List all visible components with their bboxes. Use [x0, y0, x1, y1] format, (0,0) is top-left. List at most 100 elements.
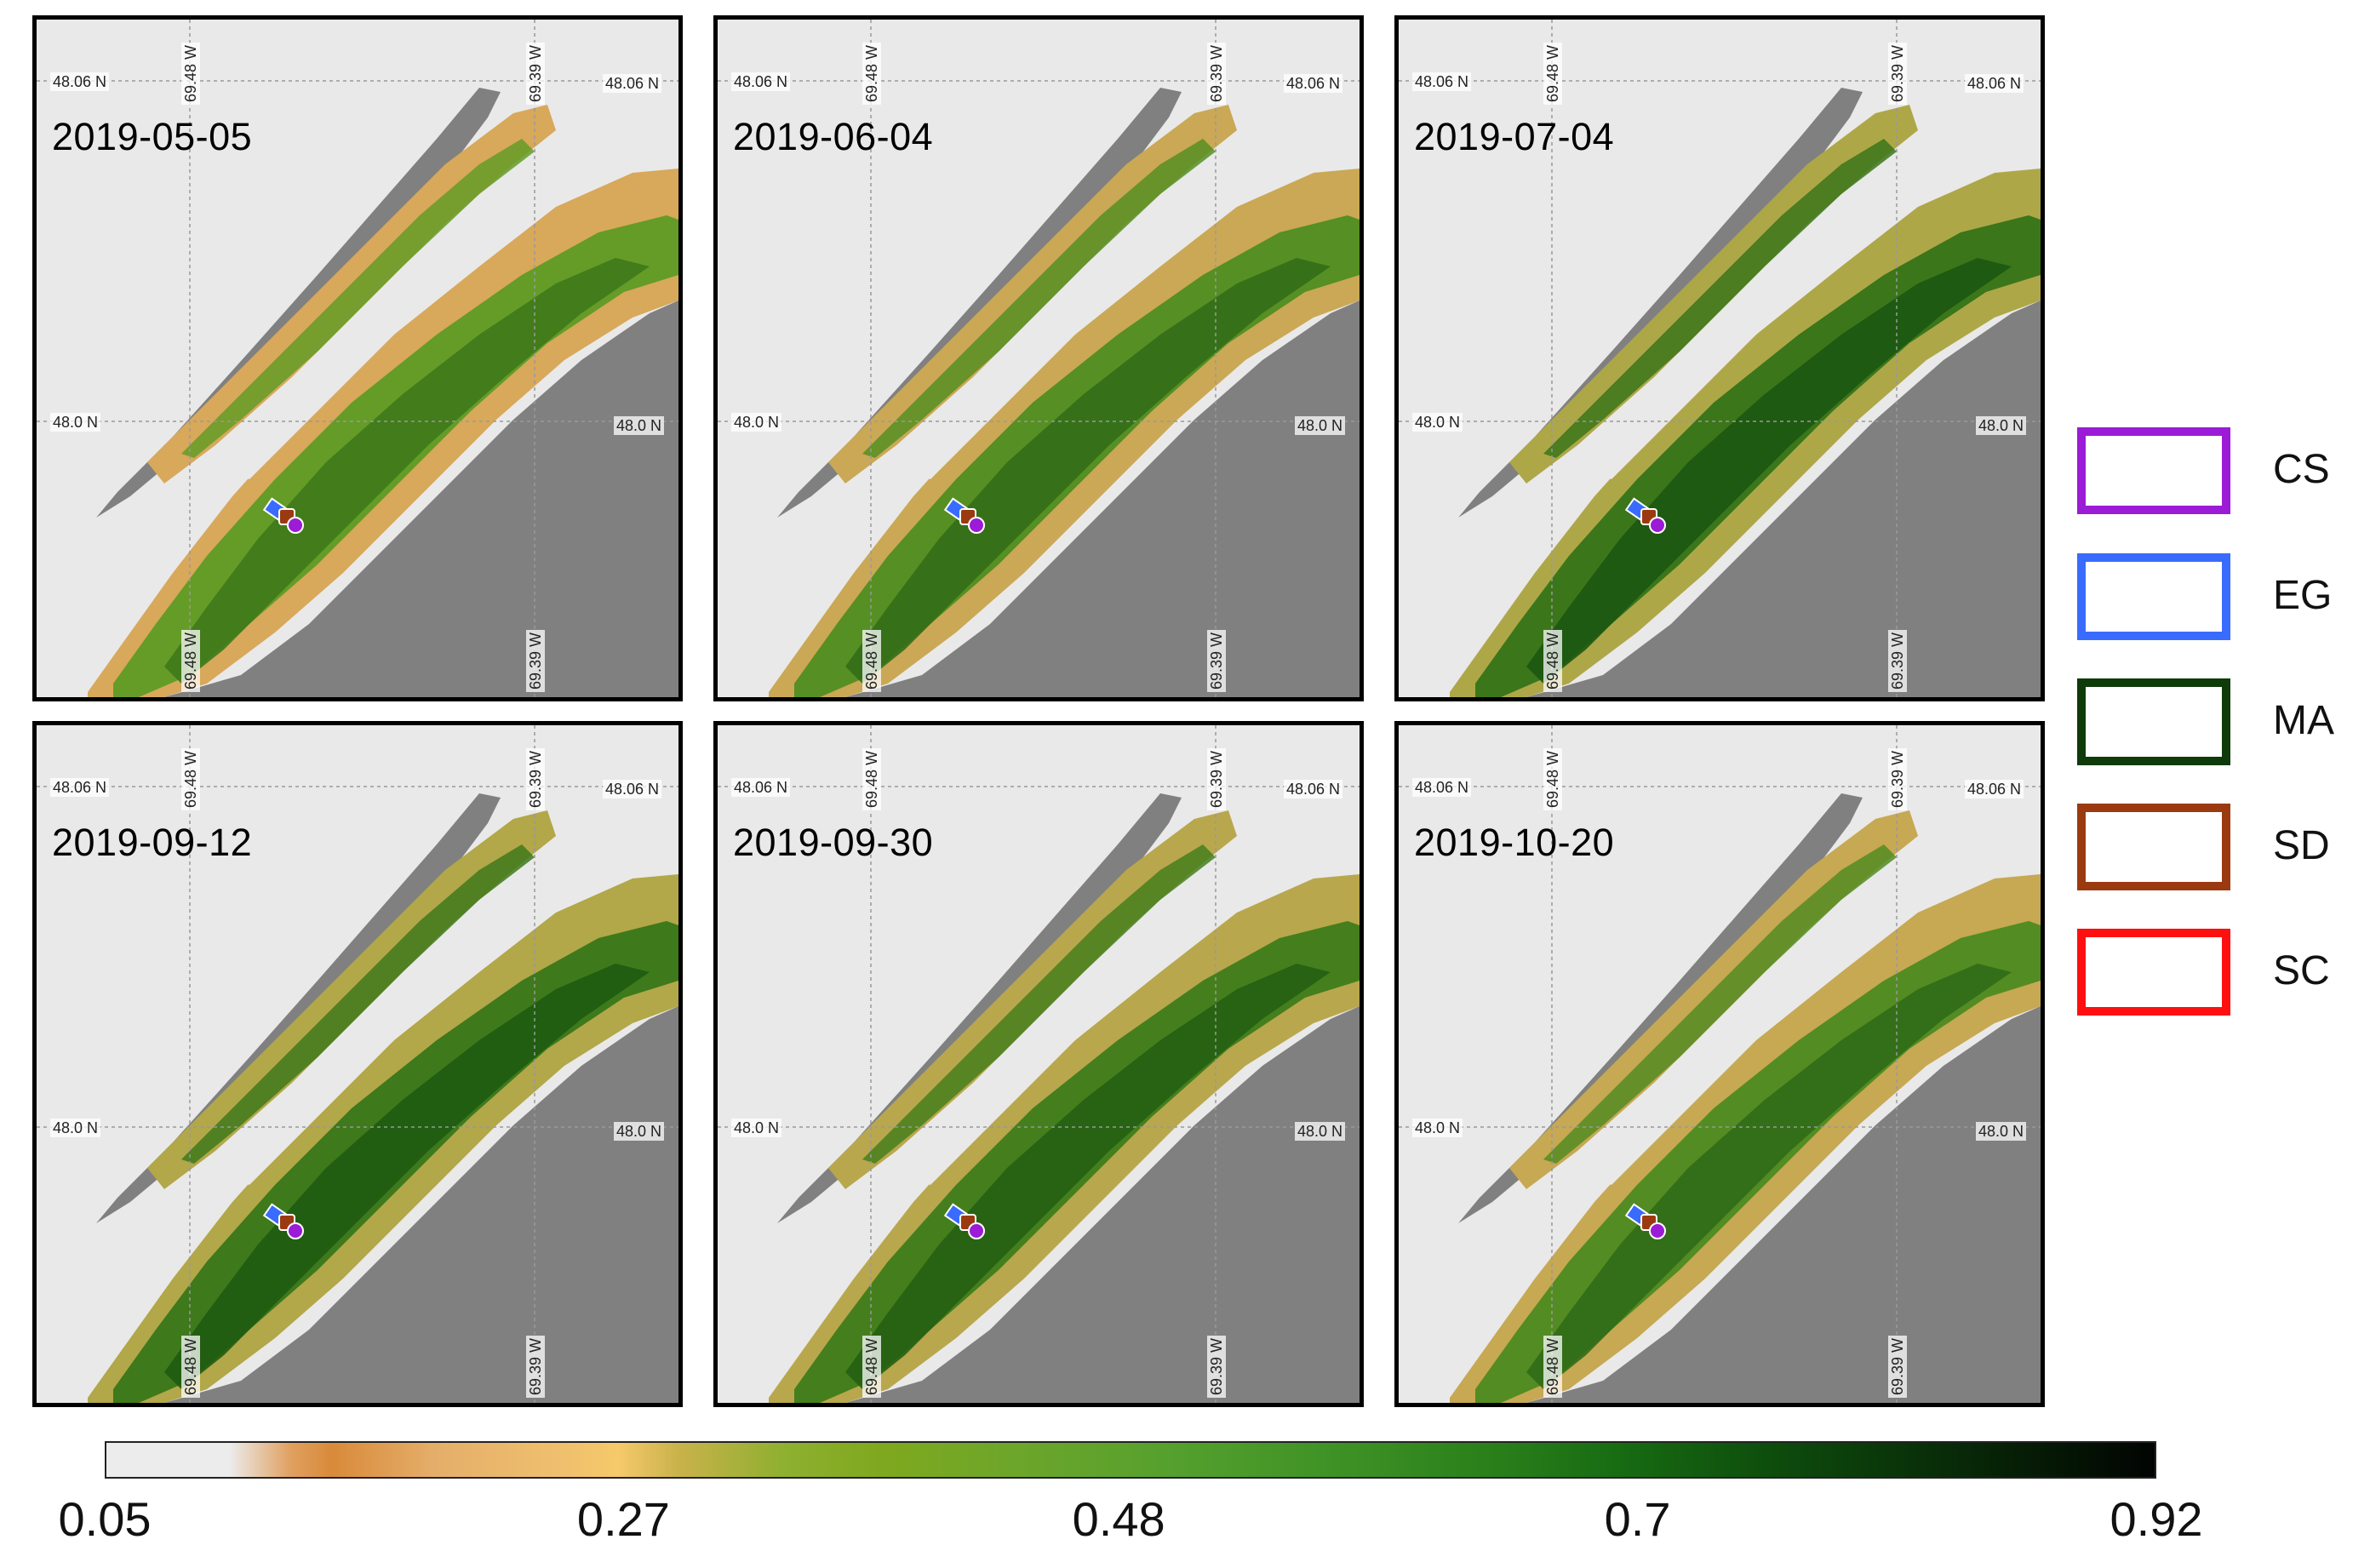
- panel-date: 2019-09-30: [733, 821, 934, 864]
- latitude-label: 48.06 N: [603, 74, 662, 93]
- latitude-label: 48.06 N: [1284, 780, 1343, 798]
- colorbar-tick-label: 0.27: [576, 1492, 670, 1546]
- longitude-label: 69.39 W: [526, 42, 545, 105]
- latitude-label: 48.06 N: [603, 780, 662, 798]
- site-markers: [262, 497, 304, 534]
- legend-swatch-sd: [2077, 804, 2230, 890]
- longitude-label: 69.48 W: [181, 1335, 200, 1398]
- map-panel: 2019-05-05 48.06 N 48.06 N 48.0 N 48.0 N 69.4…: [32, 15, 683, 701]
- map-image: [718, 725, 1360, 1403]
- map-panel: 2019-09-30 48.06 N 48.06 N 48.0 N 48.0 N 69.4…: [713, 721, 1364, 1407]
- mainland: [845, 300, 1360, 697]
- longitude-label: 69.48 W: [1543, 42, 1562, 105]
- latitude-label: 48.0 N: [1295, 416, 1346, 435]
- island-land: [777, 88, 1182, 518]
- colorbar-tick-label: 0.7: [1604, 1492, 1671, 1546]
- site-markers: [262, 1203, 304, 1239]
- legend-label-sd: SD: [2273, 823, 2330, 868]
- longitude-label: 69.39 W: [1207, 1335, 1226, 1398]
- latitude-label: 48.06 N: [50, 778, 110, 797]
- panel-date: 2019-10-20: [1414, 821, 1615, 864]
- longitude-label: 69.39 W: [1888, 42, 1907, 105]
- longitude-label: 69.39 W: [1888, 629, 1907, 692]
- latitude-label: 48.0 N: [614, 416, 665, 435]
- legend-label-sc: SC: [2273, 948, 2330, 993]
- colorbar-tick-label: 0.92: [2110, 1492, 2203, 1546]
- panel-date: 2019-07-04: [1414, 115, 1615, 158]
- latitude-label: 48.0 N: [50, 413, 101, 432]
- island-land: [1458, 88, 1863, 518]
- map-image: [37, 20, 678, 697]
- island-land: [777, 793, 1182, 1223]
- map-panel: 2019-06-04 48.06 N 48.06 N 48.0 N 48.0 N 69.4…: [713, 15, 1364, 701]
- site-markers: [1624, 497, 1666, 534]
- site-markers: [943, 1203, 985, 1239]
- site-markers: [943, 497, 985, 534]
- panel-date: 2019-06-04: [733, 115, 934, 158]
- panel-date: 2019-05-05: [52, 115, 253, 158]
- longitude-label: 69.39 W: [1888, 747, 1907, 810]
- longitude-label: 69.48 W: [1543, 747, 1562, 810]
- colorbar-tick-label: 0.48: [1072, 1492, 1165, 1546]
- map-image: [37, 725, 678, 1403]
- legend-label-ma: MA: [2273, 698, 2334, 743]
- legend-label-eg: EG: [2273, 573, 2333, 618]
- longitude-label: 69.48 W: [862, 42, 881, 105]
- colorbar: [105, 1441, 2156, 1479]
- longitude-label: 69.48 W: [862, 629, 881, 692]
- latitude-label: 48.0 N: [731, 413, 782, 432]
- legend-swatch-ma: [2077, 678, 2230, 765]
- longitude-label: 69.39 W: [526, 1335, 545, 1398]
- map-image: [1399, 725, 2041, 1403]
- longitude-label: 69.39 W: [1207, 42, 1226, 105]
- latitude-label: 48.0 N: [731, 1119, 782, 1137]
- longitude-label: 69.39 W: [526, 629, 545, 692]
- latitude-label: 48.06 N: [1965, 780, 2024, 798]
- longitude-label: 69.48 W: [181, 42, 200, 105]
- longitude-label: 69.48 W: [181, 629, 200, 692]
- latitude-label: 48.0 N: [1976, 416, 2027, 435]
- longitude-label: 69.39 W: [526, 747, 545, 810]
- mainland: [1526, 1006, 2041, 1403]
- island-land: [96, 88, 501, 518]
- legend-swatch-cs: [2077, 427, 2230, 514]
- legend-swatch-eg: [2077, 553, 2230, 640]
- latitude-label: 48.06 N: [1965, 74, 2024, 93]
- longitude-label: 69.39 W: [1207, 747, 1226, 810]
- latitude-label: 48.06 N: [731, 72, 791, 91]
- longitude-label: 69.39 W: [1888, 1335, 1907, 1398]
- legend-swatch-sc: [2077, 929, 2230, 1016]
- site-markers: [1624, 1203, 1666, 1239]
- latitude-label: 48.0 N: [1412, 413, 1463, 432]
- longitude-label: 69.48 W: [862, 747, 881, 810]
- map-image: [718, 20, 1360, 697]
- panel-date: 2019-09-12: [52, 821, 253, 864]
- latitude-label: 48.06 N: [1284, 74, 1343, 93]
- latitude-label: 48.06 N: [1412, 72, 1472, 91]
- map-panel: 2019-09-12 48.06 N 48.06 N 48.0 N 48.0 N 69.4…: [32, 721, 683, 1407]
- mainland: [164, 1006, 678, 1403]
- longitude-label: 69.48 W: [862, 1335, 881, 1398]
- mainland: [164, 300, 678, 697]
- latitude-label: 48.06 N: [1412, 778, 1472, 797]
- island-land: [1458, 793, 1863, 1223]
- longitude-label: 69.48 W: [181, 747, 200, 810]
- longitude-label: 69.39 W: [1207, 629, 1226, 692]
- latitude-label: 48.06 N: [731, 778, 791, 797]
- latitude-label: 48.0 N: [1295, 1122, 1346, 1141]
- latitude-label: 48.0 N: [1412, 1119, 1463, 1137]
- colorbar-tick-label: 0.05: [58, 1492, 152, 1546]
- mainland: [845, 1006, 1360, 1403]
- longitude-label: 69.48 W: [1543, 1335, 1562, 1398]
- latitude-label: 48.0 N: [1976, 1122, 2027, 1141]
- latitude-label: 48.0 N: [50, 1119, 101, 1137]
- mainland: [1526, 300, 2041, 697]
- longitude-label: 69.48 W: [1543, 629, 1562, 692]
- latitude-label: 48.0 N: [614, 1122, 665, 1141]
- map-panel: 2019-10-20 48.06 N 48.06 N 48.0 N 48.0 N 69.4…: [1394, 721, 2045, 1407]
- island-land: [96, 793, 501, 1223]
- map-image: [1399, 20, 2041, 697]
- legend-label-cs: CS: [2273, 447, 2330, 492]
- latitude-label: 48.06 N: [50, 72, 110, 91]
- map-panel: 2019-07-04 48.06 N 48.06 N 48.0 N 48.0 N 69.4…: [1394, 15, 2045, 701]
